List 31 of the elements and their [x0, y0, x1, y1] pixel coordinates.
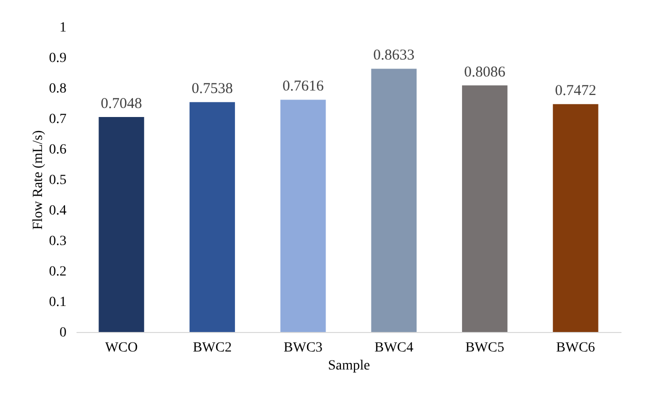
data-label: 0.7538: [192, 81, 233, 98]
data-label: 0.8086: [464, 64, 506, 80]
y-axis-title: Flow Rate (mL/s): [31, 130, 46, 230]
y-tick-label: 0.7: [49, 112, 66, 127]
data-label: 0.8633: [373, 48, 415, 64]
y-tick-label: 0.6: [49, 142, 66, 158]
y-tick-label: 0.9: [49, 51, 66, 66]
bar: [280, 100, 326, 332]
x-tick-label: BWC3: [284, 340, 323, 356]
x-tick-label: WCO: [105, 340, 138, 356]
data-label: 0.7048: [100, 96, 142, 112]
x-tick-label: BWC2: [192, 340, 232, 356]
bar: [462, 85, 508, 332]
y-tick-label: 0.1: [49, 295, 66, 310]
y-tick-label: 0: [60, 326, 66, 340]
y-tick-label: 0.8: [49, 82, 66, 96]
data-label: 0.7616: [282, 78, 324, 95]
x-tick-label: BWC6: [556, 340, 596, 356]
x-tick-label: BWC4: [374, 340, 414, 356]
x-axis-title: Sample: [328, 358, 370, 374]
bar: [552, 104, 598, 332]
x-tick-label: BWC5: [465, 340, 504, 356]
y-tick-label: 0.4: [49, 204, 66, 218]
y-tick-label: 0.3: [49, 234, 66, 249]
y-tick-label: 1: [60, 20, 66, 36]
bar: [371, 68, 417, 332]
bar: [190, 102, 235, 332]
bar: [98, 117, 144, 332]
y-tick-label: 0.2: [49, 264, 66, 280]
y-tick-label: 0.5: [49, 173, 66, 188]
data-label: 0.7472: [554, 83, 596, 100]
